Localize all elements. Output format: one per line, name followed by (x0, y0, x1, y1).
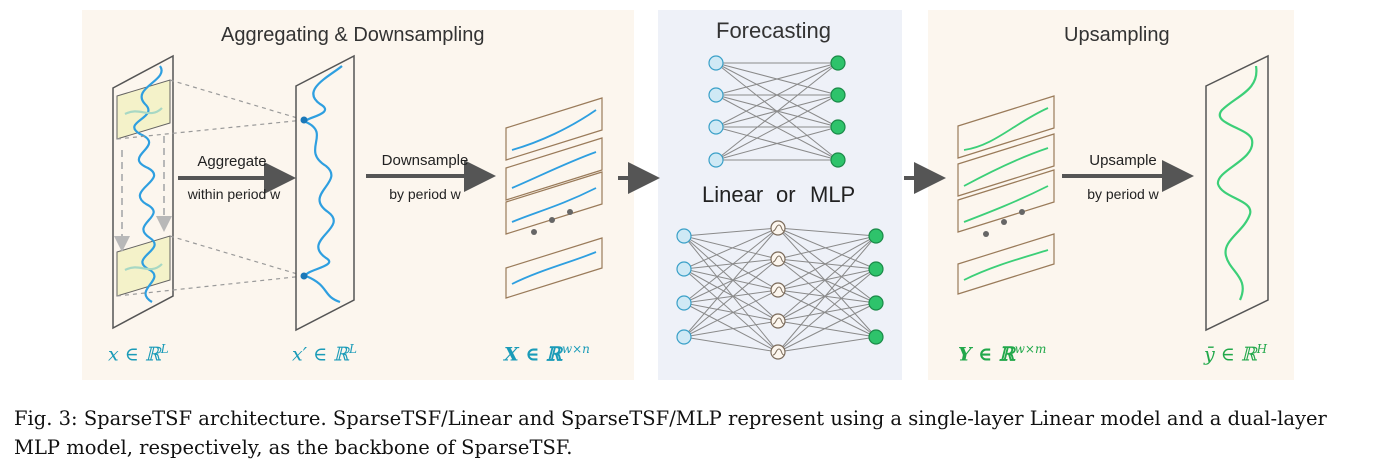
mlp-network (676, 220, 884, 360)
input-series-x (112, 54, 174, 330)
linear-label: Linear (702, 182, 764, 207)
label-x-prime: x′ ∈ ℝL (292, 342, 357, 366)
upsample-label: Upsample (1089, 152, 1157, 169)
downsampled-matrix-X (505, 97, 603, 299)
linear-network (708, 55, 846, 168)
upsample-period-label: by period w (1087, 186, 1159, 202)
or-label: or (776, 182, 796, 207)
mlp-label: MLP (810, 182, 856, 207)
aggregated-series-x-prime (295, 54, 355, 332)
panel-title-forecasting: Forecasting (716, 18, 831, 43)
aggregate-label: Aggregate (197, 153, 267, 170)
upsampled-series-y-bar (1205, 54, 1269, 332)
downsample-label: Downsample (381, 152, 469, 169)
label-x: x ∈ ℝL (108, 342, 169, 366)
activation-nodes (770, 220, 786, 360)
label-Y: Y ∈ ℝw×m (958, 342, 1047, 366)
panel-title-aggregating: Aggregating & Downsampling (221, 24, 485, 46)
panel-title-upsampling: Upsampling (1064, 24, 1170, 46)
aggregate-period-label: within period w (187, 186, 281, 202)
label-y-bar: ȳ ∈ ℝH (1204, 342, 1268, 366)
downsample-period-label: by period w (389, 186, 461, 202)
label-X: X ∈ ℝw×n (504, 342, 590, 366)
figure-caption: Fig. 3: SparseTSF architecture. SparseTS… (14, 407, 1327, 459)
forecast-matrix-Y (957, 95, 1055, 295)
